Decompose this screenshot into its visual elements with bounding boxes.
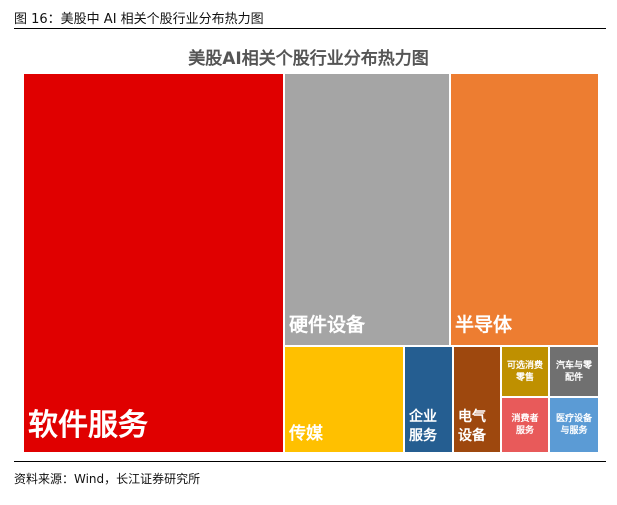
treemap-cell: 消费者 服务 xyxy=(502,398,548,452)
cell-label: 半导体 xyxy=(455,314,513,337)
chart-title: 美股AI相关个股行业分布热力图 xyxy=(188,49,429,69)
cell-label: 汽车与零 配件 xyxy=(555,360,592,383)
divider xyxy=(14,28,606,29)
divider xyxy=(14,461,606,462)
cell-label: 消费者 服务 xyxy=(511,413,539,436)
treemap-cell: 可选消费 零售 xyxy=(502,347,548,396)
treemap-cell: 软件服务 xyxy=(24,74,283,452)
cell-label: 企业 服务 xyxy=(409,409,437,445)
cell-label: 软件服务 xyxy=(28,407,148,443)
cell-label: 医疗设备 与服务 xyxy=(555,413,592,436)
treemap-cell: 半导体 xyxy=(451,74,598,345)
treemap-cell: 汽车与零 配件 xyxy=(550,347,598,396)
source-note: 资料来源：Wind，长江证券研究所 xyxy=(14,472,201,486)
treemap-cell: 硬件设备 xyxy=(285,74,449,345)
cell-label: 硬件设备 xyxy=(289,314,366,337)
treemap-cell: 传媒 xyxy=(285,347,403,452)
treemap-cell: 电气 设备 xyxy=(454,347,500,452)
cell-label: 电气 设备 xyxy=(458,409,486,445)
cell-label: 传媒 xyxy=(289,424,323,445)
treemap-cell: 企业 服务 xyxy=(405,347,452,452)
treemap-cell: 医疗设备 与服务 xyxy=(550,398,598,452)
figure-title: 图 16：美股中 AI 相关个股行业分布热力图 xyxy=(14,12,264,27)
cell-label: 可选消费 零售 xyxy=(506,360,543,383)
